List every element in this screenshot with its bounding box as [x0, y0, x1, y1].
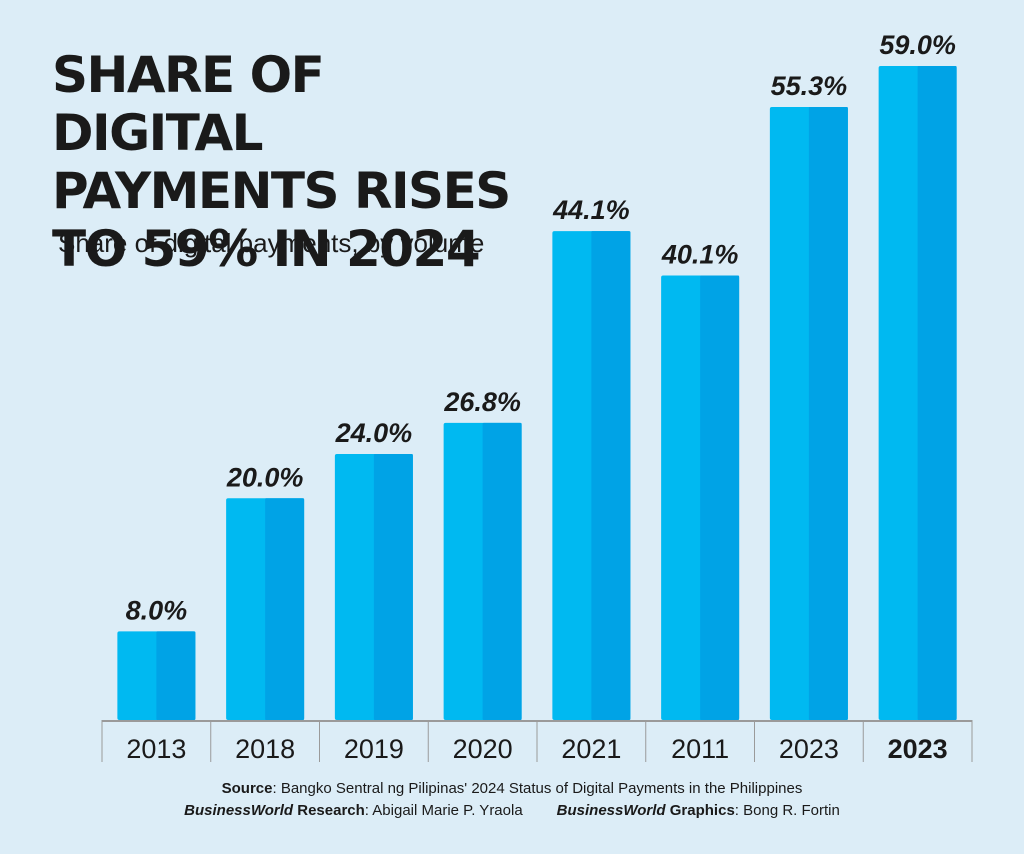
x-axis-tick-labels-group: 2013 2018 2019 2020 2021 2011 2023 2023	[126, 734, 947, 764]
x-axis-ticks-group	[101, 720, 973, 762]
bar-value-label: 59.0%	[879, 30, 956, 60]
x-tick-label: 2013	[126, 734, 186, 764]
bar	[552, 231, 631, 720]
chart-title: SHARE OF DIGITAL PAYMENTS RISES TO 59% I…	[52, 46, 511, 278]
bar-right-half	[482, 422, 522, 720]
source-line: Source: Bangko Sentral ng Pilipinas' 202…	[0, 778, 1024, 800]
bar	[443, 422, 522, 720]
bar-right-half	[265, 498, 305, 720]
graphics-label: Graphics	[665, 802, 735, 819]
x-tick-label: 2021	[561, 734, 621, 764]
research-brand: BusinessWorld	[184, 802, 294, 819]
research-text: : Abigail Marie P. Yraola	[364, 802, 523, 819]
credits-line: BusinessWorld Research: Abigail Marie P.…	[0, 800, 1024, 822]
x-tick-label: 2019	[344, 734, 404, 764]
bar-value-label: 26.8%	[443, 387, 521, 417]
bar-value-label: 40.1%	[661, 240, 739, 270]
bar-value-label: 44.1%	[552, 195, 630, 225]
bar-right-half	[156, 631, 196, 720]
bar-right-half	[808, 107, 848, 721]
source-text: : Bangko Sentral ng Pilipinas' 2024 Stat…	[272, 780, 803, 797]
source-label: Source	[221, 780, 273, 797]
data-labels-group: 8.0% 20.0% 24.0% 26.8% 44.1% 40.1% 55.3% 59.0%	[126, 30, 956, 625]
bar-right-half	[591, 231, 631, 720]
x-tick-label: 2020	[453, 734, 513, 764]
bar-right-half	[373, 453, 413, 720]
bar	[226, 498, 305, 720]
bar-value-label: 20.0%	[226, 462, 304, 492]
chart-subtitle: Share of digital payments, by volume	[58, 228, 485, 258]
chart-footer: Source: Bangko Sentral ng Pilipinas' 202…	[0, 778, 1024, 822]
bar	[661, 275, 740, 720]
bar	[878, 66, 957, 720]
graphics-brand: BusinessWorld	[556, 802, 666, 819]
bar	[334, 453, 413, 720]
x-tick-label: 2023	[779, 734, 839, 764]
bar	[769, 107, 848, 721]
graphics-text: : Bong R. Fortin	[734, 802, 840, 819]
x-tick-label: 2018	[235, 734, 295, 764]
bar-chart: 8.0%20.0%24.0%26.8%44.1%40.1%55.3%59.0% …	[101, 30, 973, 764]
bars-group	[117, 66, 957, 721]
bar-value-label: 8.0%	[126, 595, 188, 625]
bar	[117, 631, 196, 720]
bar-value-label: 24.0%	[335, 418, 413, 448]
research-label: Research	[293, 802, 365, 819]
bar-right-half	[700, 275, 740, 720]
bar-right-half	[917, 66, 957, 720]
x-tick-label: 2023	[888, 734, 948, 764]
bar-value-label: 55.3%	[771, 71, 848, 101]
x-tick-label: 2011	[671, 734, 729, 764]
